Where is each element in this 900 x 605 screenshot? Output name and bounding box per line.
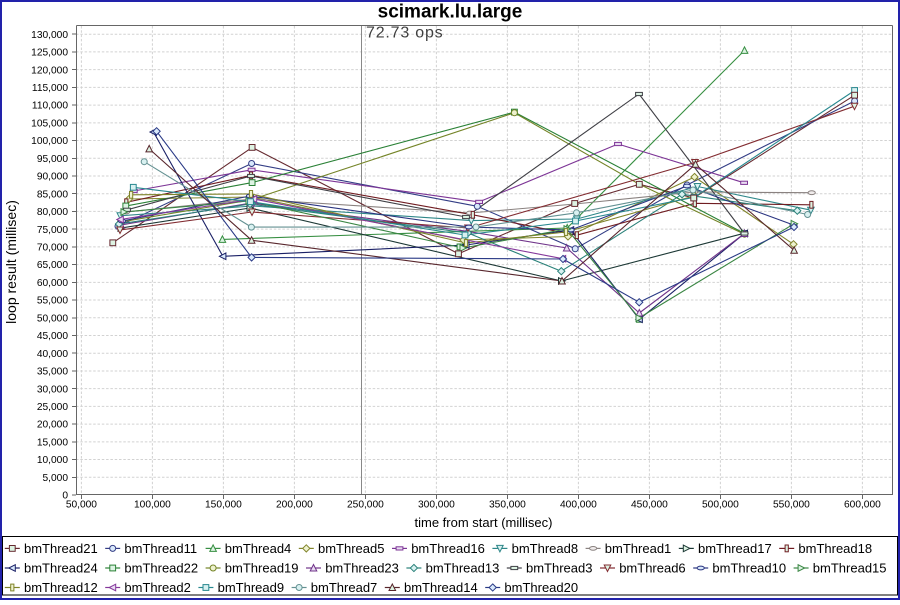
svg-text:50,000: 50,000: [37, 313, 68, 324]
svg-text:70,000: 70,000: [37, 242, 68, 253]
svg-text:bmThread6: bmThread6: [619, 561, 685, 576]
svg-text:bmThread14: bmThread14: [404, 580, 478, 595]
svg-text:bmThread24: bmThread24: [24, 561, 98, 576]
svg-text:100,000: 100,000: [31, 136, 68, 147]
svg-text:450,000: 450,000: [631, 500, 668, 511]
svg-text:bmThread8: bmThread8: [512, 541, 578, 556]
svg-text:80,000: 80,000: [37, 207, 68, 218]
svg-text:bmThread5: bmThread5: [318, 541, 384, 556]
svg-text:bmThread18: bmThread18: [798, 541, 872, 556]
svg-text:55,000: 55,000: [37, 296, 68, 307]
svg-text:scimark.lu.large: scimark.lu.large: [378, 2, 523, 23]
svg-text:95,000: 95,000: [37, 154, 68, 165]
svg-text:bmThread10: bmThread10: [712, 561, 786, 576]
svg-text:bmThread13: bmThread13: [426, 561, 500, 576]
svg-text:50,000: 50,000: [66, 500, 97, 511]
svg-text:30,000: 30,000: [37, 384, 68, 395]
svg-text:bmThread7: bmThread7: [311, 580, 377, 595]
svg-text:400,000: 400,000: [560, 500, 597, 511]
svg-text:bmThread2: bmThread2: [124, 580, 190, 595]
svg-text:bmThread11: bmThread11: [124, 541, 197, 556]
svg-text:bmThread22: bmThread22: [124, 561, 198, 576]
svg-text:115,000: 115,000: [32, 83, 68, 94]
svg-text:65,000: 65,000: [37, 260, 68, 271]
svg-text:250,000: 250,000: [347, 500, 384, 511]
svg-text:60,000: 60,000: [37, 278, 68, 289]
svg-text:600,000: 600,000: [844, 500, 881, 511]
svg-text:110,000: 110,000: [32, 101, 68, 112]
svg-text:105,000: 105,000: [31, 118, 68, 129]
svg-text:bmThread4: bmThread4: [225, 541, 291, 556]
svg-text:time from start (millisec): time from start (millisec): [415, 515, 553, 530]
svg-text:15,000: 15,000: [37, 437, 68, 448]
svg-text:25,000: 25,000: [37, 402, 68, 413]
svg-text:125,000: 125,000: [31, 48, 68, 59]
svg-text:bmThread15: bmThread15: [813, 561, 887, 576]
svg-text:bmThread20: bmThread20: [504, 580, 578, 595]
svg-text:350,000: 350,000: [489, 500, 526, 511]
svg-text:100,000: 100,000: [134, 500, 171, 511]
svg-text:5,000: 5,000: [43, 473, 69, 484]
svg-text:120,000: 120,000: [31, 65, 68, 76]
svg-text:150,000: 150,000: [205, 500, 242, 511]
svg-text:85,000: 85,000: [37, 189, 68, 200]
svg-text:130,000: 130,000: [31, 30, 68, 41]
svg-text:200,000: 200,000: [276, 500, 313, 511]
svg-text:bmThread19: bmThread19: [225, 561, 299, 576]
svg-text:0: 0: [62, 491, 68, 502]
svg-text:90,000: 90,000: [37, 172, 68, 183]
svg-text:bmThread17: bmThread17: [698, 541, 772, 556]
svg-text:75,000: 75,000: [37, 225, 68, 236]
svg-text:500,000: 500,000: [702, 500, 739, 511]
svg-text:bmThread16: bmThread16: [411, 541, 485, 556]
svg-text:loop result (millisec): loop result (millisec): [3, 200, 19, 324]
svg-text:40,000: 40,000: [37, 349, 68, 360]
svg-text:bmThread23: bmThread23: [325, 561, 399, 576]
svg-text:35,000: 35,000: [37, 367, 68, 378]
svg-text:10,000: 10,000: [37, 455, 68, 466]
svg-text:bmThread1: bmThread1: [605, 541, 671, 556]
svg-text:bmThread21: bmThread21: [24, 541, 98, 556]
svg-text:300,000: 300,000: [418, 500, 455, 511]
svg-text:45,000: 45,000: [37, 331, 68, 342]
svg-text:550,000: 550,000: [773, 500, 810, 511]
svg-text:20,000: 20,000: [37, 420, 68, 431]
svg-text:bmThread3: bmThread3: [526, 561, 592, 576]
svg-text:bmThread9: bmThread9: [218, 580, 284, 595]
svg-text:72.73 ops: 72.73 ops: [366, 25, 443, 42]
svg-text:bmThread12: bmThread12: [24, 580, 98, 595]
